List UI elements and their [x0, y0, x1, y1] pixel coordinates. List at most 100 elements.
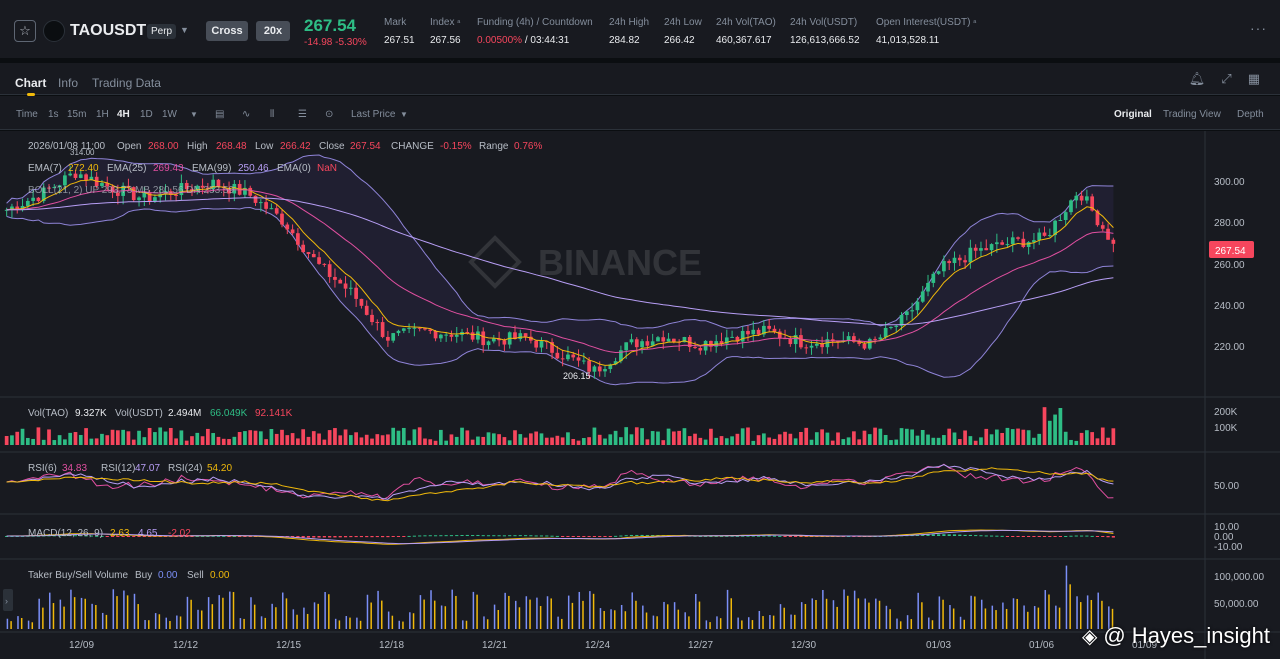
macd-histogram-bar	[359, 536, 364, 538]
taker-buy-bar	[620, 604, 623, 629]
expand-icon[interactable]: ⤢	[1221, 71, 1232, 86]
interval-1h[interactable]: 1H	[96, 109, 109, 120]
svg-text:Vol(USDT): Vol(USDT)	[115, 408, 163, 419]
taker-sell-bar	[317, 603, 319, 629]
svg-text:2.63: 2.63	[110, 528, 130, 539]
taker-buy-bar	[282, 592, 284, 629]
taker-buy-bar	[239, 618, 242, 629]
calendar-icon[interactable]: ▤	[215, 109, 225, 120]
chart-toolbar: Time 1s 15m 1H 4H 1D 1W ▼ ▤ ∿ ⫴ ☰ ⊙ Last…	[0, 96, 1280, 130]
taker-sell-bar	[952, 608, 955, 629]
volume-bar	[756, 435, 761, 445]
volume-bar	[857, 439, 862, 445]
taker-sell-bar	[984, 608, 987, 629]
candle-body	[942, 261, 946, 272]
macd-histogram-bar	[947, 534, 951, 536]
volume-bar	[407, 440, 411, 445]
candle-body	[227, 188, 231, 194]
volume-bar	[979, 437, 983, 445]
candle-body	[857, 341, 862, 344]
volume-bar	[1058, 408, 1063, 445]
interval-15m[interactable]: 15m	[67, 109, 87, 120]
svg-text:260.00: 260.00	[1214, 260, 1245, 271]
taker-buy-bar	[80, 597, 83, 629]
macd-histogram-bar	[1005, 536, 1010, 537]
macd-histogram-bar	[195, 535, 199, 537]
interval-time[interactable]: Time	[16, 109, 38, 120]
symbol-name[interactable]: TAOUSDT	[70, 22, 147, 39]
view-depth[interactable]: Depth	[1237, 109, 1264, 120]
volume-bar	[703, 439, 708, 445]
taker-sell-bar	[677, 609, 680, 629]
candle-body	[110, 186, 115, 193]
drawing-tool-icon[interactable]: ⊙	[325, 109, 334, 120]
indicator-icon[interactable]: ∿	[242, 109, 251, 120]
svg-text:Buy: Buy	[135, 570, 152, 581]
macd-histogram-bar	[751, 535, 755, 537]
tab-chart[interactable]: Chart	[15, 76, 47, 90]
favorite-star-icon[interactable]: ☆	[14, 20, 36, 42]
volume-bar	[762, 433, 766, 445]
chart-area[interactable]: BINANCE 2026/01/08 11:00 Open 268.00 Hig…	[0, 131, 1280, 659]
candle-body	[1016, 237, 1020, 239]
volume-bar	[190, 436, 194, 445]
volume-bar	[1037, 433, 1042, 445]
macd-histogram-bar	[640, 534, 644, 536]
candle-body	[1069, 200, 1073, 213]
candle-body	[926, 282, 930, 292]
volume-bar	[73, 432, 78, 445]
tab-trading-data[interactable]: Trading Data	[92, 76, 161, 90]
view-original[interactable]: Original	[1114, 109, 1152, 120]
layout-grid-icon[interactable]: ▦	[1247, 71, 1260, 86]
taker-buy-bar	[980, 599, 983, 629]
candle-type-icon[interactable]: ⫴	[270, 109, 275, 120]
macd-histogram-bar	[614, 535, 618, 537]
volume-bar	[10, 435, 14, 445]
interval-1w[interactable]: 1W	[162, 109, 177, 120]
candle-body	[1063, 212, 1068, 220]
volume-bar	[105, 435, 110, 445]
leverage-button[interactable]: 20x	[256, 21, 290, 41]
interval-dropdown-chevron-icon[interactable]: ▼	[190, 110, 198, 119]
candle-body	[306, 252, 311, 255]
candle-body	[280, 213, 284, 225]
settings-icon[interactable]: ☰	[298, 109, 307, 120]
volume-bar	[915, 435, 920, 445]
candle-body	[634, 339, 639, 348]
interval-4h[interactable]: 4H	[117, 109, 130, 120]
candle-body	[682, 337, 687, 343]
taker-buy-bar	[419, 595, 422, 629]
candle-body	[89, 176, 94, 181]
svg-text:MACD(12, 26, 9): MACD(12, 26, 9)	[28, 528, 103, 539]
volume-bar	[746, 427, 750, 445]
taker-sell-bar	[1069, 584, 1071, 629]
macd-histogram-bar	[1069, 535, 1073, 537]
bell-icon[interactable]: 🔔︎	[1188, 71, 1206, 86]
candle-body	[544, 341, 549, 343]
macd-histogram-bar	[428, 535, 432, 537]
price-chart-svg[interactable]: BINANCE 2026/01/08 11:00 Open 268.00 Hig…	[0, 131, 1280, 659]
candle-body	[862, 343, 867, 349]
volume-bar	[894, 439, 899, 445]
symbol-dropdown-chevron-icon[interactable]: ▼	[180, 25, 189, 35]
candle-body	[889, 326, 893, 328]
macd-histogram-bar	[179, 536, 183, 537]
interval-1d[interactable]: 1D	[140, 109, 153, 120]
view-trading-view[interactable]: Trading View	[1163, 109, 1221, 120]
active-tab-indicator	[27, 93, 35, 96]
more-options-icon[interactable]: ···	[1250, 20, 1267, 36]
interval-1s[interactable]: 1s	[48, 109, 59, 120]
volume-bar	[984, 428, 989, 445]
margin-mode-button[interactable]: Cross	[206, 21, 248, 41]
candle-body	[968, 247, 973, 263]
candle-body	[836, 341, 840, 343]
volume-bar	[94, 438, 99, 445]
taker-buy-bar	[853, 590, 856, 629]
macd-histogram-bar	[937, 534, 941, 536]
candle-body	[846, 336, 851, 341]
tab-info[interactable]: Info	[58, 76, 79, 90]
macd-histogram-bar	[1011, 536, 1015, 537]
collapse-panel-handle[interactable]	[3, 589, 13, 611]
price-type-select[interactable]: Last Price	[351, 109, 396, 120]
price-type-chevron-icon[interactable]: ▼	[400, 110, 408, 119]
